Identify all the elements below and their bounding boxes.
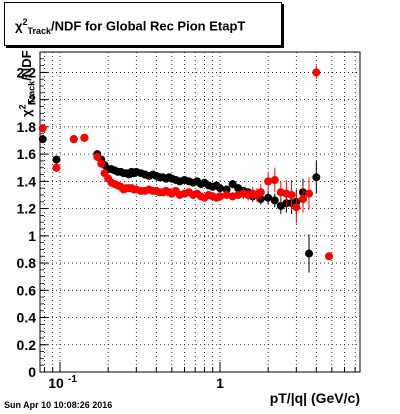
series-black	[38, 133, 321, 273]
series-red	[38, 65, 333, 261]
y-tick-label: 0.8	[17, 255, 37, 271]
data-point	[270, 196, 279, 205]
data-point	[69, 135, 78, 144]
data-series	[38, 65, 333, 273]
y-tick-label: 1.4	[17, 173, 37, 189]
timestamp: Sun Apr 10 10:08:26 2016	[4, 400, 113, 410]
data-point	[264, 177, 273, 186]
data-point	[256, 188, 265, 197]
y-tick-label: 1.6	[17, 146, 37, 162]
axes: 0 0.2 0.4 0.6 0.8 1 1.2 1.4 1.6 1.8 2 2.2 10 -1 1	[17, 51, 361, 391]
y-tick-label: 1.8	[17, 119, 37, 135]
chart-title: χ2Track/NDF for Global Rec Pion EtapT	[15, 17, 246, 36]
data-point	[38, 135, 47, 144]
data-point	[52, 155, 61, 164]
data-point	[292, 203, 301, 212]
y-tick-label: 1.2	[17, 201, 37, 217]
data-point	[38, 124, 47, 133]
y-tick-label: 2	[28, 92, 36, 108]
data-point	[215, 184, 224, 193]
grid	[40, 52, 360, 373]
data-point	[324, 252, 333, 261]
data-point	[270, 176, 279, 184]
y-tick-label: 2.2	[17, 64, 37, 80]
y-tick-label: 1	[28, 228, 36, 244]
data-point	[304, 249, 313, 258]
data-point	[80, 133, 89, 142]
data-point	[298, 195, 307, 204]
data-point	[312, 173, 321, 182]
x-axis-label: pT/|q| (GeV/c)	[269, 390, 360, 406]
y-axis-label: χ2Track/NDF	[17, 50, 37, 117]
x-tick-label: 1	[216, 375, 224, 391]
y-tick-label: 0.4	[17, 310, 37, 326]
data-point	[93, 152, 102, 161]
y-tick-label: 0.2	[17, 337, 37, 353]
x-tick-label: 10	[48, 375, 64, 391]
y-tick-label: 0.6	[17, 282, 37, 298]
data-point	[52, 163, 61, 172]
title-box: χ2Track/NDF for Global Rec Pion EtapT	[4, 2, 282, 46]
data-point	[312, 68, 321, 77]
data-point	[304, 189, 313, 198]
x-tick-label-exp: -1	[68, 374, 77, 385]
data-point	[228, 180, 237, 189]
data-point	[287, 190, 296, 199]
y-tick-label: 0	[28, 364, 36, 380]
data-point	[215, 192, 224, 201]
plot-frame	[39, 51, 361, 373]
data-point	[264, 193, 273, 202]
data-point	[97, 159, 106, 168]
data-point	[222, 190, 231, 199]
